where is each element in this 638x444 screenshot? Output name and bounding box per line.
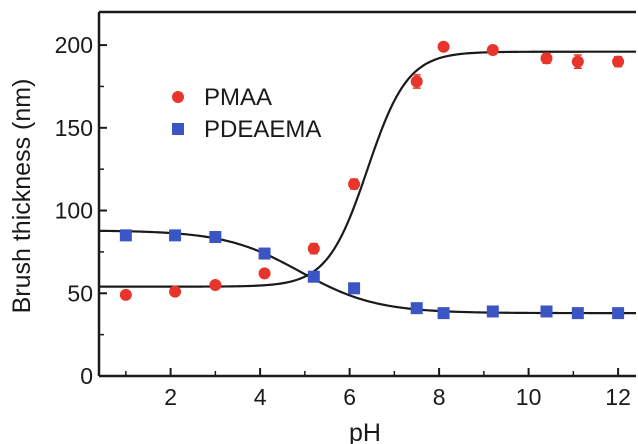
data-point-pmaa [486,44,499,57]
y-tick-label: 100 [55,198,93,224]
data-point-pdeaema [410,302,423,315]
data-point-pdeaema [307,270,320,283]
x-tick-label: 12 [605,384,631,410]
x-tick-label: 10 [516,384,542,410]
data-point-pdeaema [437,307,450,320]
y-tick-label: 150 [55,115,93,141]
data-point-pdeaema [348,282,361,295]
data-point-pmaa [169,285,182,298]
data-point-pmaa [119,288,132,301]
data-point-pdeaema [258,247,271,260]
y-tick-label: 200 [55,32,93,58]
data-point-pmaa [348,178,361,191]
data-point-pmaa [612,55,625,68]
data-point-pmaa [307,242,320,255]
data-point-pdeaema [540,305,553,318]
data-point-pmaa [571,55,584,68]
axes: 0 50 100 150 200 2 4 6 8 10 12 [55,10,636,410]
data-point-pdeaema [119,229,132,242]
data-points [119,40,625,320]
fit-curve-pmaa [99,50,636,288]
x-tick-label: 4 [254,384,267,410]
legend-marker-pdeaema [172,123,184,135]
x-axis-title: pH [349,419,381,444]
data-point-pdeaema [209,231,222,244]
x-tick-label: 8 [433,384,446,410]
legend-label-pmaa: PMAA [204,84,272,111]
fit-curve-pdeaema [98,229,637,315]
data-point-pdeaema [612,307,625,320]
legend-label-pdeaema: PDEAEMA [204,116,321,143]
data-point-pmaa [437,40,450,53]
data-point-pmaa [410,75,423,88]
data-point-pdeaema [169,229,182,242]
data-point-pmaa [540,52,553,65]
legend-marker-pmaa [172,91,184,103]
y-tick-label: 50 [67,280,93,306]
legend: PMAA PDEAEMA [172,84,321,143]
data-point-pmaa [258,267,271,280]
y-tick-label: 0 [80,363,93,389]
y-axis-title: Brush thickness (nm) [8,79,36,314]
x-tick-label: 2 [164,384,177,410]
data-point-pdeaema [571,307,584,320]
x-tick-label: 6 [343,384,356,410]
fit-curves [98,50,637,315]
data-point-pdeaema [486,305,499,318]
data-point-pmaa [209,279,222,291]
